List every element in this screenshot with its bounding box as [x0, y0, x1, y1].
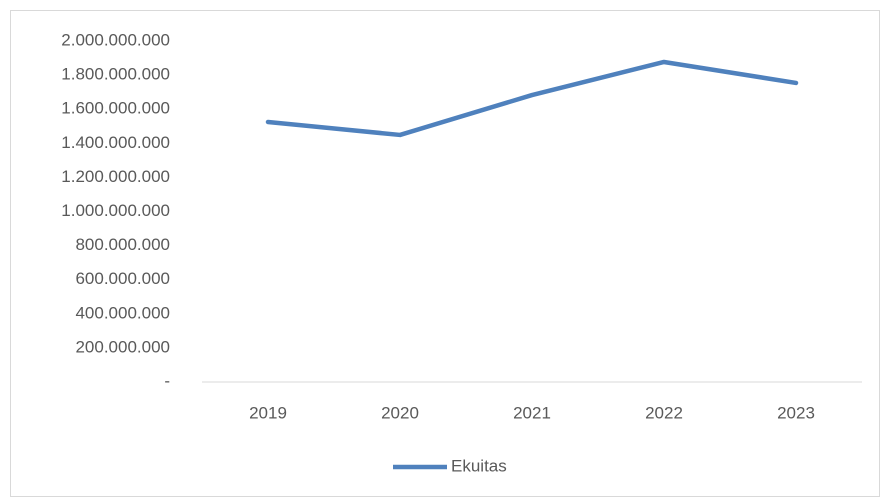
y-tick-label: - [164, 371, 170, 390]
x-tick-label: 2023 [777, 403, 815, 422]
x-tick-label: 2020 [381, 403, 419, 422]
y-tick-label: 200.000.000 [75, 337, 170, 356]
y-tick-label: 400.000.000 [75, 303, 170, 322]
y-tick-label: 1.600.000.000 [61, 99, 170, 118]
y-tick-label: 1.200.000.000 [61, 167, 170, 186]
y-tick-label: 2.000.000.000 [61, 30, 170, 49]
y-tick-label: 1.000.000.000 [61, 201, 170, 220]
y-tick-label: 600.000.000 [75, 269, 170, 288]
chart-border [10, 10, 880, 497]
y-tick-label: 800.000.000 [75, 235, 170, 254]
y-tick-label: 1.800.000.000 [61, 65, 170, 84]
x-tick-label: 2021 [513, 403, 551, 422]
legend-label: Ekuitas [451, 456, 507, 475]
x-tick-label: 2022 [645, 403, 683, 422]
y-tick-label: 1.400.000.000 [61, 133, 170, 152]
x-tick-label: 2019 [249, 403, 287, 422]
line [265, 59, 799, 138]
